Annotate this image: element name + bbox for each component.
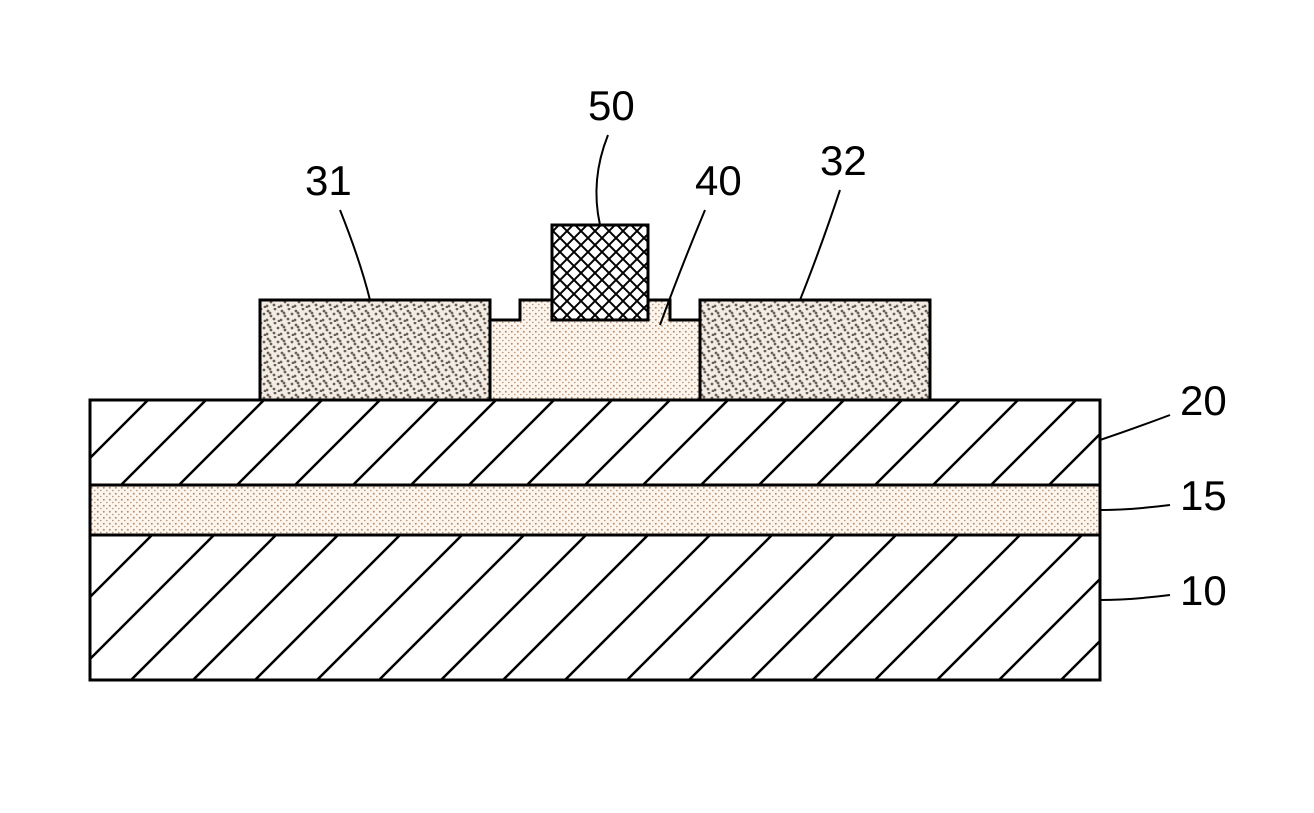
- label-50: 50: [588, 82, 635, 225]
- label-31: 31: [305, 157, 370, 300]
- label-10-text: 10: [1180, 567, 1227, 614]
- label-40-text: 40: [695, 157, 742, 204]
- label-20-text: 20: [1180, 377, 1227, 424]
- label-20: 20: [1100, 377, 1227, 440]
- label-50-text: 50: [588, 82, 635, 129]
- layer-32: [700, 300, 930, 400]
- label-15-text: 15: [1180, 472, 1227, 519]
- label-32-text: 32: [820, 137, 867, 184]
- layer-10: [0, 535, 1314, 680]
- layer-50: [552, 225, 648, 320]
- label-15: 15: [1100, 472, 1227, 519]
- layer-15: [90, 485, 1100, 535]
- layer-20: [5, 400, 1250, 485]
- label-10: 10: [1100, 567, 1227, 614]
- label-31-text: 31: [305, 157, 352, 204]
- layer-31: [260, 300, 490, 400]
- label-32: 32: [800, 137, 867, 300]
